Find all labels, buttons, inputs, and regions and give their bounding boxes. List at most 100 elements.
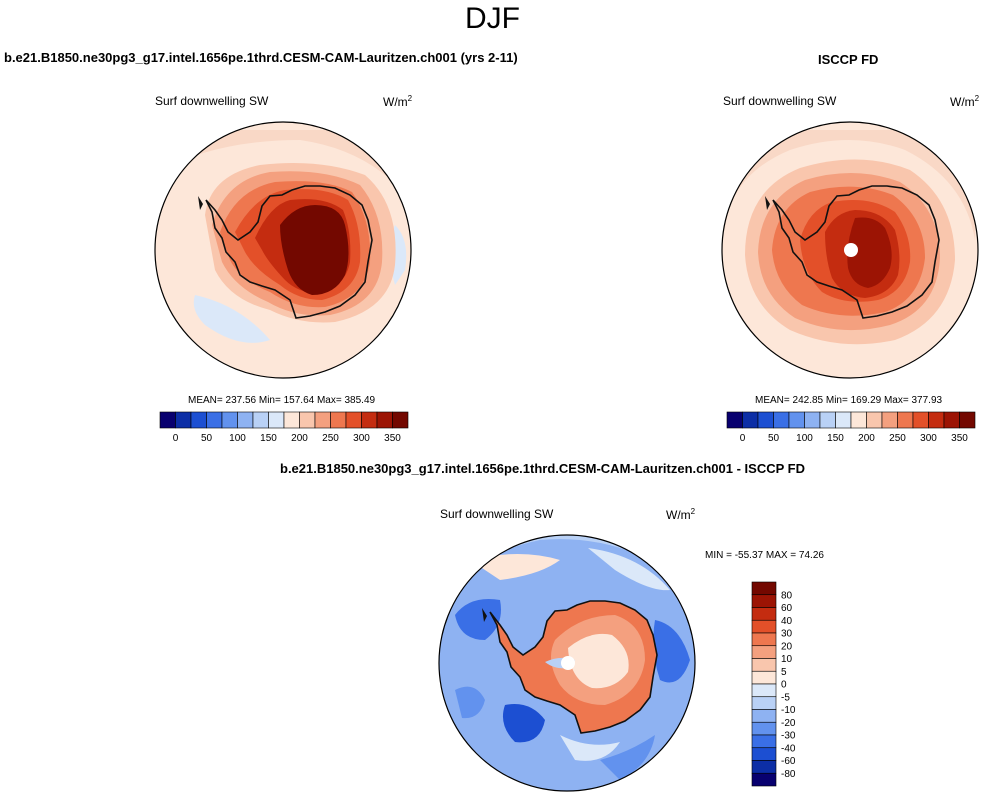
colorbar-box [330, 411, 347, 429]
obs-panel-title: ISCCP FD [818, 52, 879, 67]
northern-ocean-band [160, 130, 410, 200]
diff-panel-title: b.e21.B1850.ne30pg3_g17.intel.1656pe.1th… [280, 461, 805, 476]
plateau-max [847, 217, 892, 288]
colorbar-box [751, 721, 777, 736]
neutral-patch [588, 548, 670, 591]
colorbar-box [751, 632, 777, 647]
colorbar-box [252, 411, 269, 429]
cool-patch [502, 704, 545, 743]
colorbar-box [751, 683, 777, 698]
obs-stats: MEAN= 242.85 Min= 169.29 Max= 377.93 [755, 395, 943, 406]
model-colorbar: 0 50 100 150 200 250 300 350 [159, 411, 409, 444]
model-map-frame [154, 121, 412, 379]
colorbar-box [819, 411, 836, 429]
obs-units-label: W/m2 [950, 94, 980, 109]
colorbar-tick-label: 5 [781, 667, 787, 678]
colorbar-tick-label: 60 [781, 603, 793, 614]
cool-patch [455, 599, 501, 640]
colorbar-box [206, 411, 223, 429]
colorbar-tick-label: 0 [173, 433, 179, 444]
colorbar-box [751, 658, 777, 672]
colorbar-tick-label: -10 [781, 705, 796, 716]
colorbar-tick-label: 350 [384, 433, 401, 444]
colorbar-box [221, 411, 238, 429]
colorbar-box [190, 411, 207, 429]
colorbar-tick-label: 50 [768, 433, 780, 444]
colorbar-box [751, 594, 777, 608]
obs-variable-label: Surf downwelling SW [723, 94, 837, 108]
colorbar-tick-label: -40 [781, 743, 796, 754]
cool-patch [455, 686, 485, 719]
colorbar-box [866, 411, 883, 429]
diff-units-label: W/m2 [666, 507, 696, 522]
colorbar-tick-label: 40 [781, 616, 793, 627]
cool-patch [193, 295, 270, 343]
colorbar-box [835, 411, 852, 429]
model-stats: MEAN= 237.56 Min= 157.64 Max= 385.49 [188, 395, 376, 406]
colorbar-box [726, 411, 743, 429]
colorbar-tick-label: 200 [291, 433, 308, 444]
colorbar-box [751, 581, 777, 596]
colorbar-tick-label: 150 [260, 433, 277, 444]
colorbar-tick-label: 80 [781, 590, 793, 601]
colorbar-box [175, 411, 192, 429]
colorbar-box [237, 411, 254, 429]
continent-outline [205, 185, 373, 319]
colorbar-tick-label: 50 [201, 433, 213, 444]
colorbar-tick-label: 30 [781, 629, 793, 640]
colorbar-box [742, 411, 759, 429]
colorbar-box [928, 411, 945, 429]
colorbar-box [751, 709, 777, 723]
interior-neutral [568, 633, 629, 689]
colorbar-box [268, 411, 285, 429]
neutral-patch [560, 735, 620, 761]
colorbar-box [757, 411, 774, 429]
colorbar-box [751, 619, 777, 634]
island [198, 196, 203, 210]
model-units-label: W/m2 [383, 94, 413, 109]
diff-map-frame [438, 534, 696, 792]
obs-map [722, 122, 978, 378]
colorbar-tick-label: 20 [781, 641, 793, 652]
colorbar-box [751, 645, 777, 659]
colorbar-box [751, 747, 777, 761]
colorbar-tick-label: 350 [951, 433, 968, 444]
colorbar-tick-label: -60 [781, 756, 796, 767]
colorbar-box [788, 411, 805, 429]
colorbar-box [751, 670, 777, 685]
colorbar-box [912, 411, 929, 429]
colorbar-box [751, 607, 777, 621]
colorbar-box [361, 411, 378, 429]
colorbar-tick-label: 100 [229, 433, 246, 444]
model-variable-label: Surf downwelling SW [155, 94, 269, 108]
colorbar-box [751, 696, 777, 710]
obs-colorbar: 0 50 100 150 200 250 300 350 [726, 411, 976, 444]
model-panel-title: b.e21.B1850.ne30pg3_g17.intel.1656pe.1th… [4, 50, 518, 65]
colorbar-box [943, 411, 960, 429]
colorbar-box [897, 411, 914, 429]
pole-hole [844, 243, 858, 257]
colorbar-tick-label: 250 [889, 433, 906, 444]
colorbar-tick-label: -80 [781, 769, 796, 780]
colorbar-tick-label: 150 [827, 433, 844, 444]
diff-map [439, 535, 695, 791]
colorbar-box [959, 411, 976, 429]
colorbar-box [283, 411, 300, 429]
colorbar-box [881, 411, 898, 429]
colorbar-box [773, 411, 790, 429]
cool-patch [600, 735, 655, 780]
colorbar-tick-label: 250 [322, 433, 339, 444]
pole-hole [561, 656, 575, 670]
season-title: DJF [465, 2, 520, 35]
colorbar-box [804, 411, 821, 429]
diff-stats: MIN = -55.37 MAX = 74.26 [705, 550, 824, 561]
colorbar-tick-label: 0 [740, 433, 746, 444]
colorbar-tick-label: 300 [353, 433, 370, 444]
colorbar-tick-label: 10 [781, 654, 793, 665]
continent-outline [772, 185, 940, 319]
island [482, 608, 487, 622]
obs-map-frame [721, 121, 979, 379]
colorbar-tick-label: 300 [920, 433, 937, 444]
